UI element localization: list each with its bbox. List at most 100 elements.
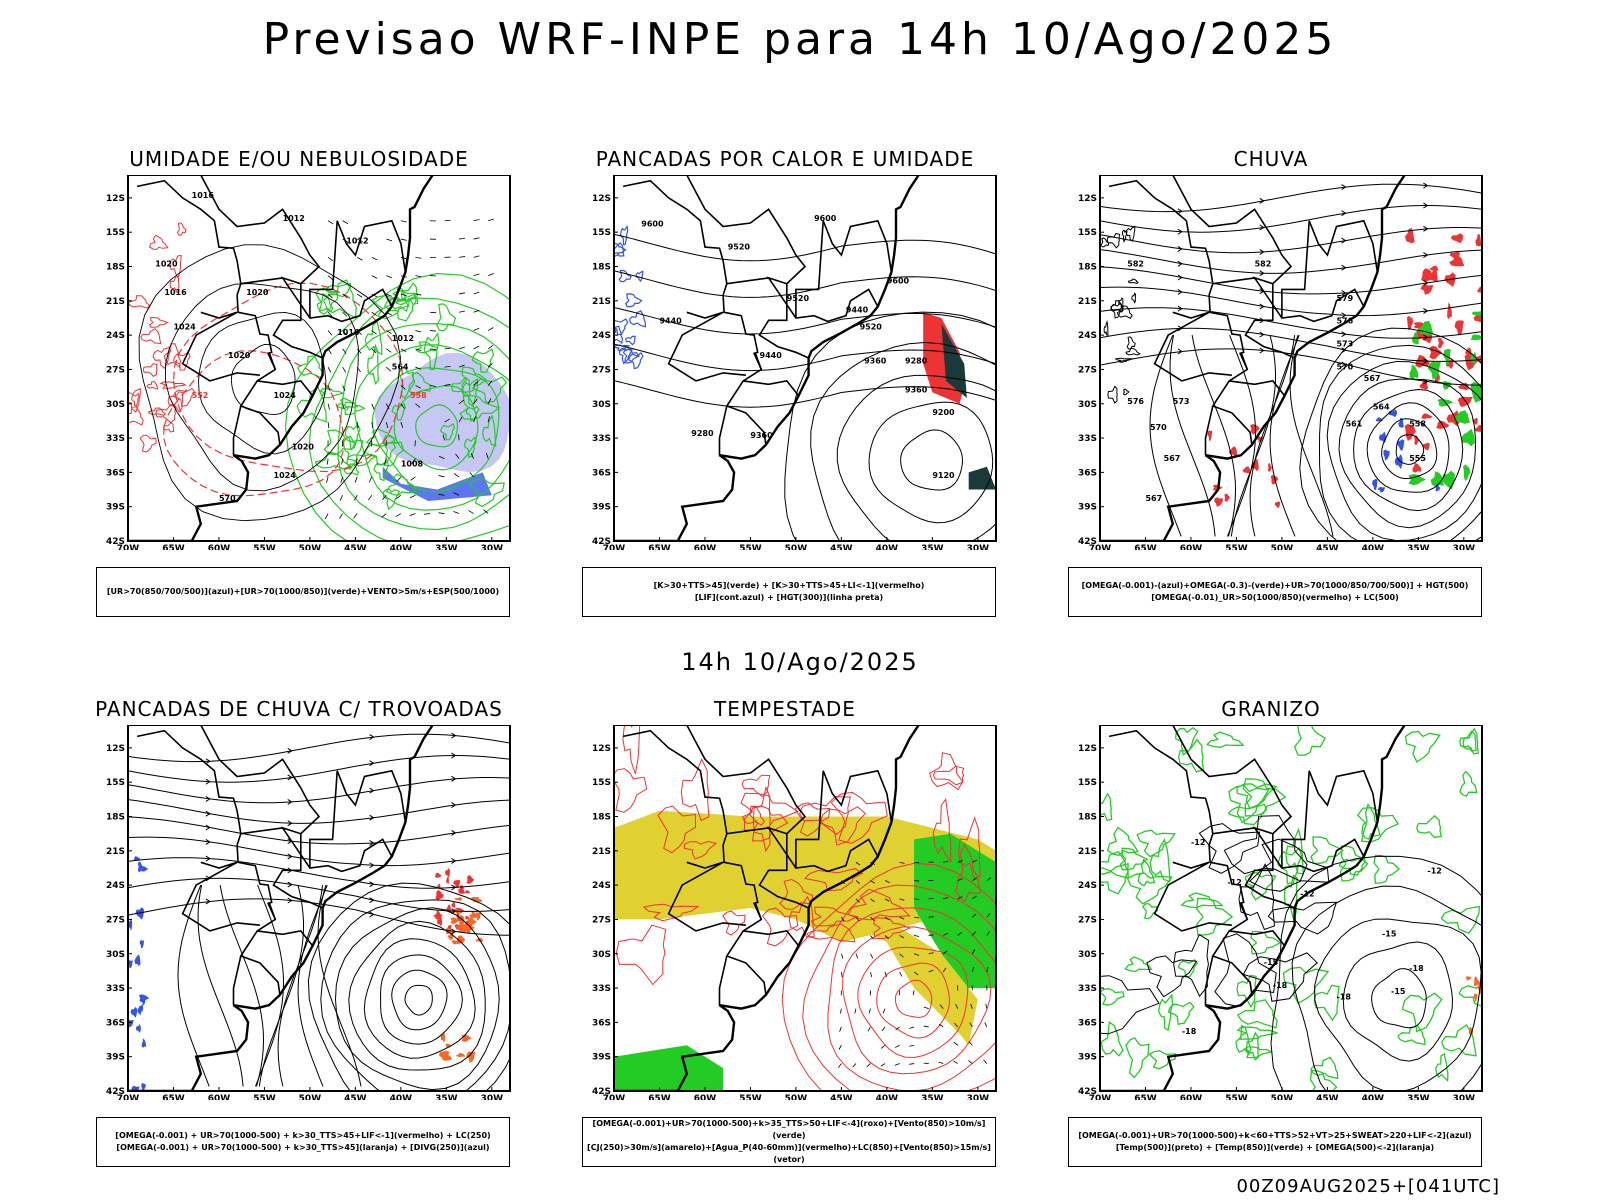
lon-label: 40W <box>1362 544 1385 550</box>
contour-label: 555 <box>1409 454 1426 463</box>
streamline-arrow <box>451 752 457 759</box>
wind-vector <box>468 510 474 514</box>
wind-vector <box>971 967 974 973</box>
state-border <box>754 352 763 370</box>
contour-line <box>1397 1024 1426 1046</box>
shaded-area <box>1409 364 1419 380</box>
wind-vector <box>985 1003 988 1009</box>
shaded-area <box>138 994 150 1003</box>
streamline-arrow <box>1423 252 1429 258</box>
contour-line <box>1214 933 1277 1007</box>
wind-vector <box>487 327 494 331</box>
state-border <box>268 352 277 370</box>
wind-vector <box>957 931 962 936</box>
wind-vector <box>415 385 421 389</box>
lat-label: 33S <box>106 984 125 994</box>
streamline-arrow <box>287 799 293 805</box>
wind-vector <box>353 495 358 501</box>
wind-vector <box>368 476 373 483</box>
shaded-area <box>435 890 444 900</box>
wind-vector <box>473 345 480 350</box>
shaded-area <box>1407 315 1414 331</box>
streamline <box>219 885 265 1087</box>
state-border <box>336 219 407 273</box>
streamline-arrow <box>1177 274 1183 281</box>
wind-vector <box>453 492 460 496</box>
legend-line: [OMEGA(-0.001) + UR>70(1000-500) + k>30_… <box>115 1131 491 1140</box>
coastline <box>128 175 434 541</box>
contour-line <box>1125 225 1136 242</box>
shaded-area <box>134 954 141 966</box>
contour-line <box>742 805 766 826</box>
streamline-arrow <box>1259 331 1265 338</box>
lat-label: 36S <box>106 468 125 478</box>
lat-label: 15S <box>1078 228 1097 238</box>
contour-line <box>1142 902 1159 920</box>
contour-line <box>335 397 359 410</box>
streamline-arrow <box>369 840 375 846</box>
state-border <box>754 902 763 920</box>
wind-vector <box>386 348 392 353</box>
wind-vector <box>327 330 333 336</box>
shaded-area <box>914 833 996 989</box>
wind-vector <box>354 476 358 483</box>
state-border <box>1244 833 1295 909</box>
contour-line <box>1121 229 1128 244</box>
contour-line <box>1242 952 1318 1002</box>
shaded-area <box>968 466 996 490</box>
wind-vector <box>385 421 389 428</box>
lat-label: 21S <box>106 847 125 857</box>
wind-vector <box>882 1008 886 1014</box>
lon-label: 60W <box>694 1094 717 1100</box>
wind-vector <box>470 453 474 459</box>
lon-label: 55W <box>1225 544 1248 550</box>
state-border <box>1204 955 1214 1006</box>
contour-line <box>1310 1056 1339 1080</box>
wind-vector <box>469 472 474 478</box>
wind-vector <box>855 953 859 959</box>
lat-label: 21S <box>592 847 611 857</box>
wind-vector <box>386 366 392 372</box>
wind-vector <box>914 898 920 900</box>
contour-line <box>147 407 166 416</box>
streamline-arrow <box>451 775 457 782</box>
contour-line <box>131 392 140 407</box>
streamline <box>1230 334 1276 537</box>
state-border <box>1229 380 1286 397</box>
wind-vector <box>928 969 934 973</box>
contour-line <box>1116 305 1133 319</box>
contour-line <box>614 768 648 813</box>
streamline <box>1100 204 1482 233</box>
wind-vector <box>458 310 466 313</box>
lon-label: 35W <box>1407 544 1430 550</box>
contour-label: -18 <box>1182 1027 1197 1036</box>
contour-line <box>624 293 643 308</box>
streamline-arrow <box>205 839 211 845</box>
wind-vector <box>339 495 344 501</box>
streamline-arrow <box>205 810 211 817</box>
contour-label: 9200 <box>932 408 955 417</box>
shaded-area <box>1473 993 1478 1003</box>
wind-vector <box>429 330 436 332</box>
wind-vector <box>459 237 466 240</box>
state-border <box>236 845 281 996</box>
streamline <box>1100 227 1482 254</box>
wind-vector <box>899 971 903 977</box>
contour-line <box>451 376 471 397</box>
wind-vector <box>356 293 363 298</box>
shaded-area <box>1405 227 1415 244</box>
shaded-area <box>1274 501 1281 508</box>
contour-line <box>169 274 180 293</box>
wind-vector <box>943 932 948 936</box>
wind-vector <box>415 293 422 296</box>
contour-line <box>1100 792 1113 822</box>
lon-label: 60W <box>208 544 231 550</box>
streamline-arrow <box>1177 208 1183 215</box>
streamline-arrow <box>1341 361 1347 368</box>
shaded-area <box>1428 361 1441 380</box>
plot-frame <box>1099 725 1483 1092</box>
lat-label: 12S <box>1078 744 1097 754</box>
